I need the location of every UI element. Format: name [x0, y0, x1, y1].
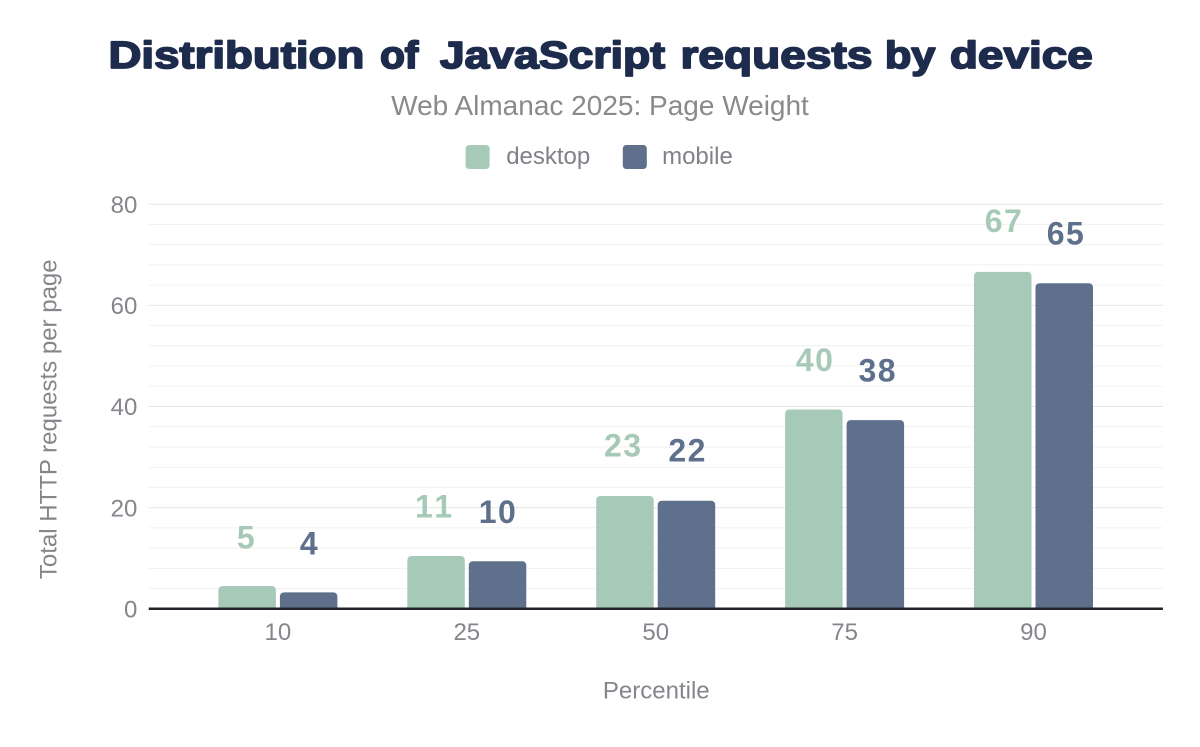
svg-text:requests: requests — [680, 34, 872, 76]
svg-text:10: 10 — [479, 494, 516, 530]
svg-text:23: 23 — [604, 428, 641, 464]
svg-text:38: 38 — [859, 353, 896, 389]
svg-text:4: 4 — [300, 526, 318, 562]
svg-text:mobile: mobile — [662, 143, 733, 170]
svg-text:Web Almanac 2025: Page Weight: Web Almanac 2025: Page Weight — [391, 90, 809, 121]
svg-text:80: 80 — [111, 192, 138, 219]
svg-text:90: 90 — [1020, 619, 1047, 646]
svg-text:Total HTTP requests per page: Total HTTP requests per page — [35, 259, 62, 579]
svg-text:40: 40 — [111, 394, 138, 421]
svg-text:75: 75 — [831, 619, 858, 646]
svg-text:JavaScript: JavaScript — [440, 34, 665, 76]
svg-text:67: 67 — [985, 203, 1022, 239]
svg-text:Distribution: Distribution — [108, 34, 364, 77]
svg-text:40: 40 — [796, 342, 833, 378]
svg-text:10: 10 — [265, 619, 292, 646]
svg-text:60: 60 — [111, 293, 138, 320]
svg-text:0: 0 — [124, 596, 137, 623]
svg-text:11: 11 — [415, 489, 452, 525]
svg-text:22: 22 — [668, 433, 705, 469]
svg-text:20: 20 — [111, 495, 138, 522]
svg-text:25: 25 — [453, 619, 480, 646]
svg-text:5: 5 — [237, 520, 255, 556]
svg-text:desktop: desktop — [506, 143, 590, 170]
svg-text:device: device — [950, 34, 1093, 76]
svg-text:of: of — [380, 34, 419, 77]
svg-text:50: 50 — [642, 619, 669, 646]
svg-text:Percentile: Percentile — [603, 678, 710, 705]
svg-text:65: 65 — [1047, 216, 1084, 252]
svg-text:by: by — [885, 33, 936, 76]
